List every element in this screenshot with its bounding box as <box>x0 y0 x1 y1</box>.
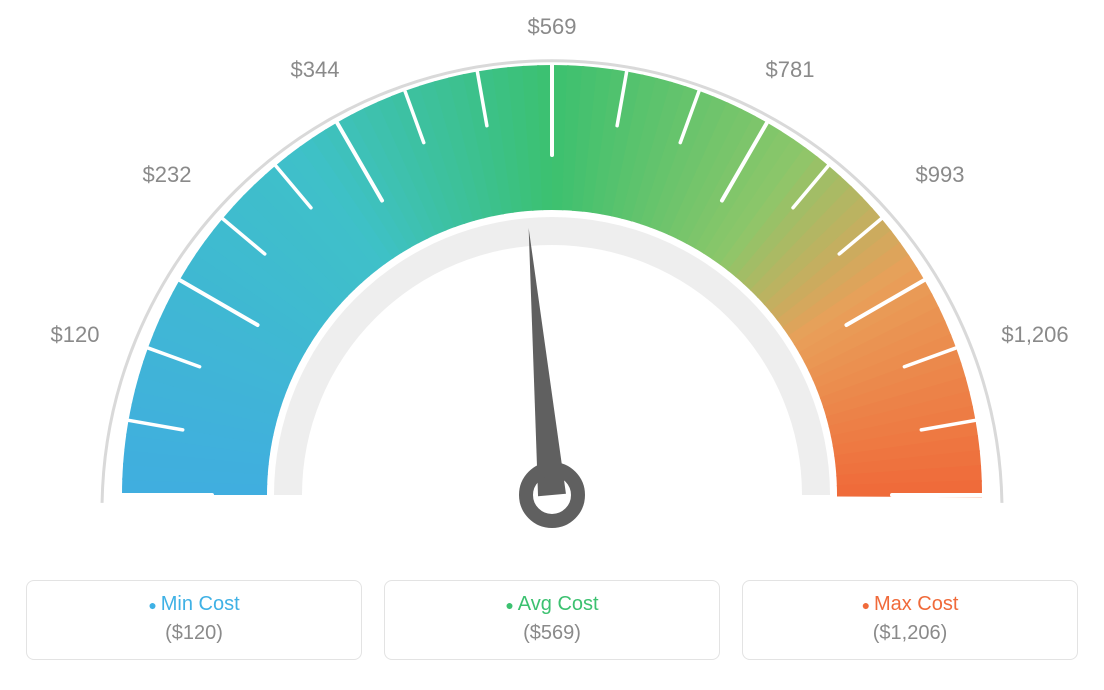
legend-title-min: Min Cost <box>37 593 351 616</box>
legend-card-min: Min Cost ($120) <box>26 580 362 660</box>
gauge-tick-label: $1,206 <box>1001 322 1068 348</box>
cost-gauge-widget: $120 $232 $344 $569 $781 $993 $1,206 Min Cost … <box>0 0 1104 690</box>
legend-title-avg: Avg Cost <box>395 593 709 616</box>
gauge-chart: $120 $232 $344 $569 $781 $993 $1,206 <box>0 0 1104 555</box>
gauge-tick-label: $993 <box>916 162 965 188</box>
legend-card-max: Max Cost ($1,206) <box>742 580 1078 660</box>
gauge-svg <box>0 0 1104 555</box>
legend-value-min: ($120) <box>37 622 351 645</box>
gauge-tick-label: $569 <box>528 14 577 40</box>
legend-value-max: ($1,206) <box>753 622 1067 645</box>
gauge-tick-label: $781 <box>766 57 815 83</box>
gauge-tick-label: $120 <box>51 322 100 348</box>
legend-card-avg: Avg Cost ($569) <box>384 580 720 660</box>
gauge-tick-label: $344 <box>291 57 340 83</box>
legend-title-max: Max Cost <box>753 593 1067 616</box>
legend-row: Min Cost ($120) Avg Cost ($569) Max Cost… <box>26 580 1078 660</box>
legend-value-avg: ($569) <box>395 622 709 645</box>
gauge-tick-label: $232 <box>143 162 192 188</box>
